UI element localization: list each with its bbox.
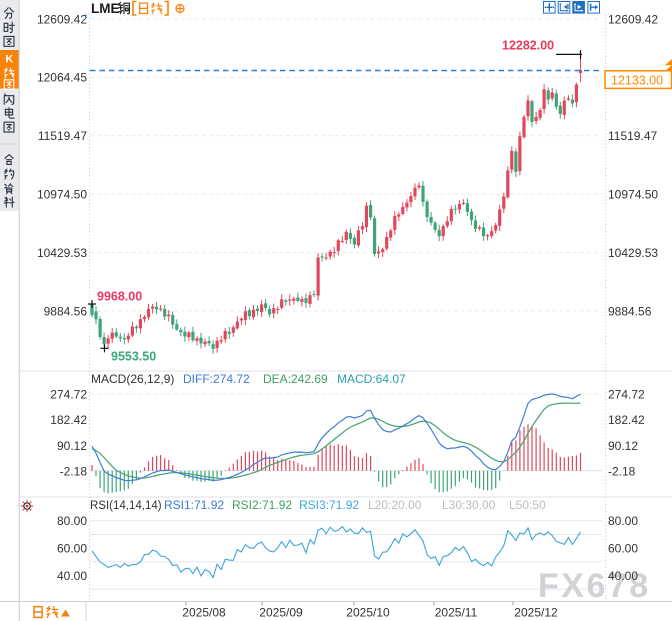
svg-text:12609.42: 12609.42 [37,12,87,26]
svg-text:11519.47: 11519.47 [608,129,657,143]
svg-text:60.00: 60.00 [608,542,638,556]
svg-text:11519.47: 11519.47 [38,129,87,143]
svg-text:40.00: 40.00 [57,569,87,583]
svg-text:DEA:242.69: DEA:242.69 [263,372,328,386]
svg-text:K: K [5,54,13,66]
svg-text:MACD:64.07: MACD:64.07 [337,372,406,386]
svg-text:RSI1:71.92: RSI1:71.92 [164,498,224,512]
svg-text:RSI2:71.92: RSI2:71.92 [232,498,292,512]
svg-text:2025/12: 2025/12 [514,606,558,620]
svg-text:12282.00: 12282.00 [502,39,554,53]
svg-text:12133.00: 12133.00 [611,74,663,88]
svg-text:182.42: 182.42 [608,413,645,427]
svg-text:90.12: 90.12 [57,439,87,453]
svg-text:MACD(26,12,9): MACD(26,12,9) [91,372,174,386]
svg-text:274.72: 274.72 [50,387,87,401]
svg-text:9884.56: 9884.56 [44,304,88,318]
svg-text:182.42: 182.42 [50,413,87,427]
svg-text:80.00: 80.00 [608,514,638,528]
svg-text:90.12: 90.12 [608,439,638,453]
svg-text:40.00: 40.00 [608,569,638,583]
svg-text:10974.50: 10974.50 [37,188,87,202]
svg-text:RSI(14,14,14): RSI(14,14,14) [90,500,162,512]
svg-text:80.00: 80.00 [57,514,87,528]
svg-text:10974.50: 10974.50 [608,188,658,202]
svg-text:9553.50: 9553.50 [111,350,156,364]
svg-text:10429.53: 10429.53 [608,246,658,260]
svg-text:60.00: 60.00 [57,542,87,556]
svg-text:9884.56: 9884.56 [608,304,652,318]
svg-text:2025/09: 2025/09 [259,606,303,620]
svg-text:2025/08: 2025/08 [182,606,226,620]
svg-text:10429.53: 10429.53 [37,246,87,260]
svg-text:12064.45: 12064.45 [37,71,87,85]
svg-text:2025/11: 2025/11 [435,606,478,620]
svg-text:L30:30.00: L30:30.00 [442,498,496,512]
svg-text:L50:50: L50:50 [509,498,546,512]
svg-text:9968.00: 9968.00 [97,290,142,304]
svg-text:RSI3:71.92: RSI3:71.92 [299,498,359,512]
svg-text:-2.18: -2.18 [608,465,636,479]
svg-text:2025/10: 2025/10 [346,606,390,620]
svg-text:274.72: 274.72 [608,387,645,401]
svg-text:12609.42: 12609.42 [608,12,658,26]
svg-text:LME: LME [91,1,120,16]
svg-text:FX678: FX678 [538,567,651,605]
svg-text:DIFF:274.72: DIFF:274.72 [183,372,250,386]
svg-text:L20:20.00: L20:20.00 [368,498,422,512]
svg-text:-2.18: -2.18 [60,465,88,479]
